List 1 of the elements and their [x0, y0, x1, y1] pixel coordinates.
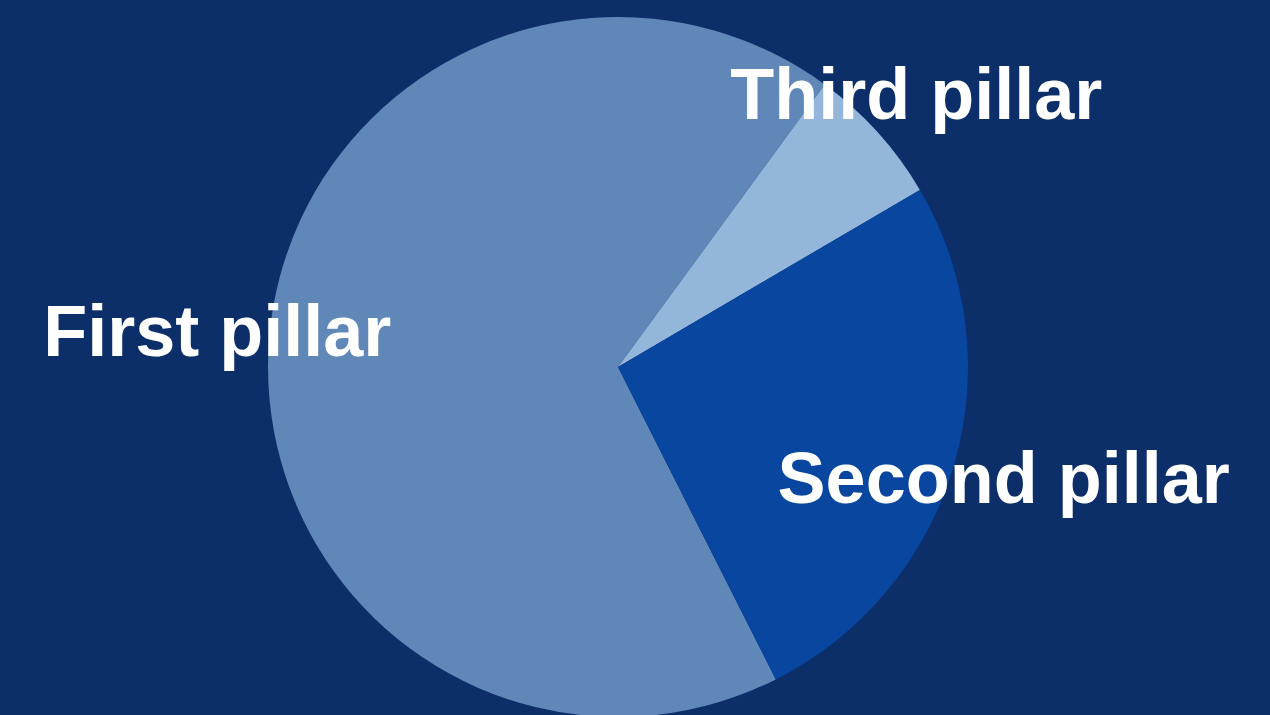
slice-label: Second pillar: [777, 437, 1230, 518]
